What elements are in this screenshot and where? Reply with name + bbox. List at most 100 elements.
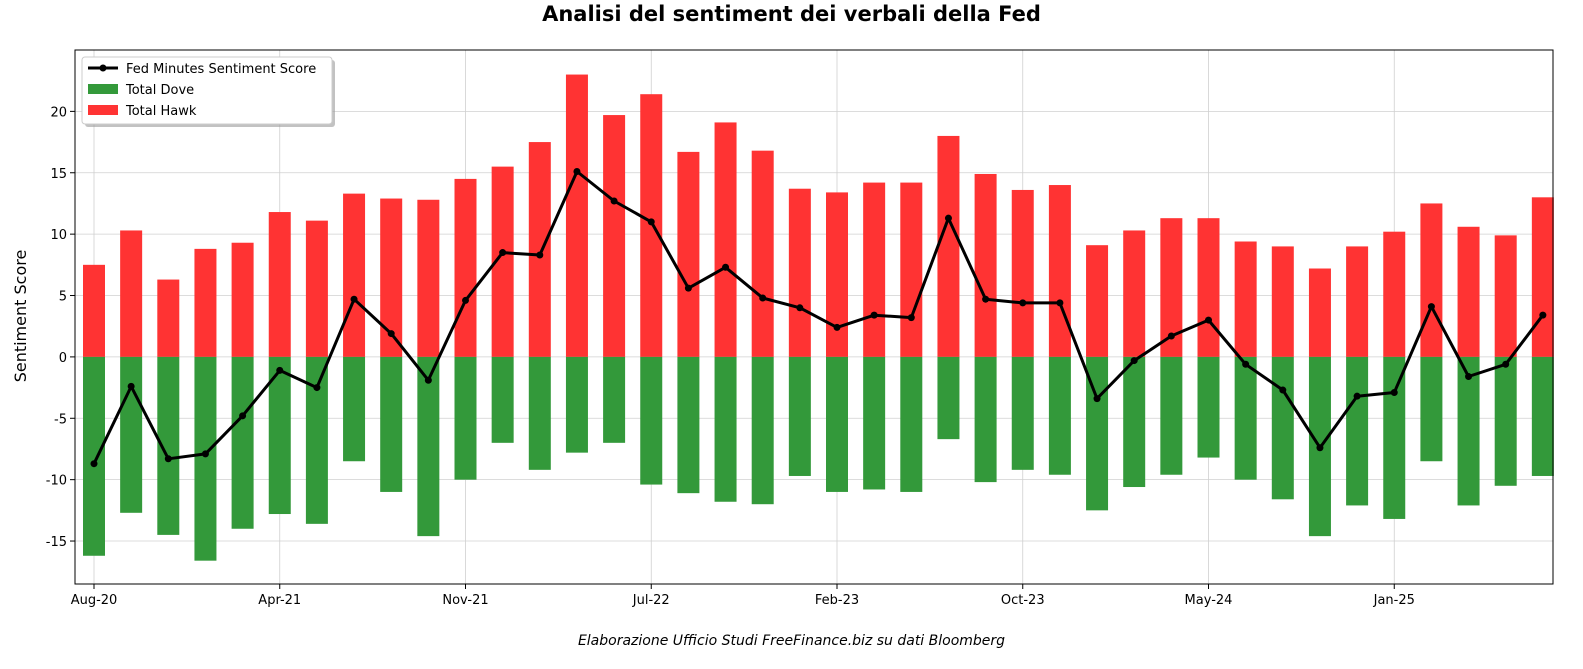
sentiment-point xyxy=(1279,386,1287,394)
dove-bar xyxy=(491,356,514,443)
hawk-bar xyxy=(863,182,886,357)
dove-bar xyxy=(1383,356,1406,519)
hawk-bar xyxy=(1271,246,1294,357)
dove-bar xyxy=(157,356,180,535)
x-tick-label: Apr-21 xyxy=(258,593,301,608)
legend-bar-swatch xyxy=(88,105,118,115)
dove-bar xyxy=(863,356,886,490)
y-tick-label: 10 xyxy=(50,228,67,243)
hawk-bar xyxy=(1420,203,1443,357)
sentiment-point xyxy=(1205,316,1212,324)
legend-label: Fed Minutes Sentiment Score xyxy=(126,62,316,77)
hawk-bar xyxy=(1308,268,1331,357)
dove-bar xyxy=(714,356,737,502)
dove-bar xyxy=(1420,356,1443,462)
hawk-bar xyxy=(1531,197,1554,357)
sentiment-line-group xyxy=(90,168,1547,468)
hawk-bar xyxy=(231,242,254,357)
sentiment-point xyxy=(350,295,358,303)
sentiment-point xyxy=(1502,360,1510,368)
sentiment-point xyxy=(536,251,544,259)
hawk-bar xyxy=(157,279,180,357)
dove-bar xyxy=(826,356,848,492)
legend: Fed Minutes Sentiment Score Total Dove Tot… xyxy=(81,56,335,127)
sentiment-point xyxy=(870,311,878,319)
y-axis-label: Sentiment Score xyxy=(11,250,30,383)
sentiment-point xyxy=(1019,299,1027,307)
sentiment-point xyxy=(907,314,915,322)
sentiment-point xyxy=(424,376,432,384)
sentiment-point xyxy=(1316,444,1324,452)
sentiment-point xyxy=(127,382,135,390)
dove-bar xyxy=(603,356,626,443)
y-tick-label: -15 xyxy=(46,535,67,550)
hawk-bar xyxy=(83,264,105,357)
hawk-bar xyxy=(380,198,403,357)
dove-bar xyxy=(1123,356,1146,488)
legend-bar-swatch xyxy=(88,84,118,94)
x-tick-label: Aug-20 xyxy=(71,593,118,608)
sentiment-point xyxy=(276,366,284,374)
dove-bar xyxy=(380,356,403,492)
sentiment-point xyxy=(1427,303,1435,311)
hawk-bar xyxy=(565,74,588,357)
dove-bar xyxy=(751,356,774,505)
x-tick-label: Jul-22 xyxy=(632,593,670,608)
dove-bar xyxy=(677,356,700,494)
x-tick-label: May-24 xyxy=(1185,593,1233,608)
x-tick-label: Jan-25 xyxy=(1373,593,1415,608)
sentiment-point xyxy=(499,249,507,257)
x-tick-label: Oct-23 xyxy=(1001,593,1045,608)
hawk-bar xyxy=(454,178,477,357)
dove-bar xyxy=(900,356,923,492)
dove-bar xyxy=(305,356,328,524)
hawk-bar xyxy=(640,94,663,357)
hawk-bar xyxy=(1086,245,1109,357)
sentiment-point xyxy=(1056,299,1064,307)
hawk-bar xyxy=(491,166,514,357)
sentiment-point xyxy=(982,295,990,303)
dove-bar xyxy=(454,356,477,480)
sentiment-point xyxy=(722,263,730,271)
x-axis: Aug-20 Apr-21 Nov-21 Jul-22 Feb-23 Oct-23 May-… xyxy=(71,584,1415,608)
hawk-bar xyxy=(1123,230,1146,357)
hawk-bar xyxy=(1383,231,1406,357)
y-tick-label: 15 xyxy=(50,167,67,182)
hawk-bar xyxy=(677,151,700,357)
dove-bar xyxy=(83,356,105,556)
dove-bar xyxy=(1048,356,1071,475)
hawk-bar xyxy=(714,122,737,357)
dove-bar xyxy=(120,356,143,513)
dove-bar xyxy=(1011,356,1034,470)
dove-bar xyxy=(1531,356,1554,476)
plot-frame xyxy=(74,49,1554,585)
dove-bar xyxy=(1494,356,1517,486)
hawk-bar xyxy=(1197,218,1220,357)
dove-bar xyxy=(788,356,811,476)
legend-marker xyxy=(99,64,107,72)
dove-bar xyxy=(343,356,366,462)
dove-bar xyxy=(231,356,254,529)
sentiment-point xyxy=(1539,311,1547,319)
sentiment-point xyxy=(1242,360,1250,368)
hawk-bar xyxy=(1011,189,1034,357)
sentiment-point xyxy=(1093,395,1101,403)
sentiment-point xyxy=(387,330,395,338)
hawk-bar xyxy=(1457,226,1480,357)
dove-bar xyxy=(1197,356,1220,458)
hawk-bar xyxy=(937,135,960,357)
sentiment-point xyxy=(1130,357,1138,365)
sentiment-point xyxy=(944,214,952,222)
sentiment-point xyxy=(1167,332,1175,340)
y-tick-label: 5 xyxy=(59,290,67,305)
hawk-bar xyxy=(343,193,366,357)
hawk-bar xyxy=(1346,246,1369,357)
dove-bar xyxy=(565,356,588,453)
hawk-bar xyxy=(417,199,440,357)
sentiment-point xyxy=(796,304,804,312)
y-tick-label: -5 xyxy=(54,412,67,427)
x-tick-label: Feb-23 xyxy=(815,593,859,608)
sentiment-point xyxy=(573,168,581,176)
sentiment-point xyxy=(833,323,841,331)
gridlines xyxy=(75,50,1553,584)
